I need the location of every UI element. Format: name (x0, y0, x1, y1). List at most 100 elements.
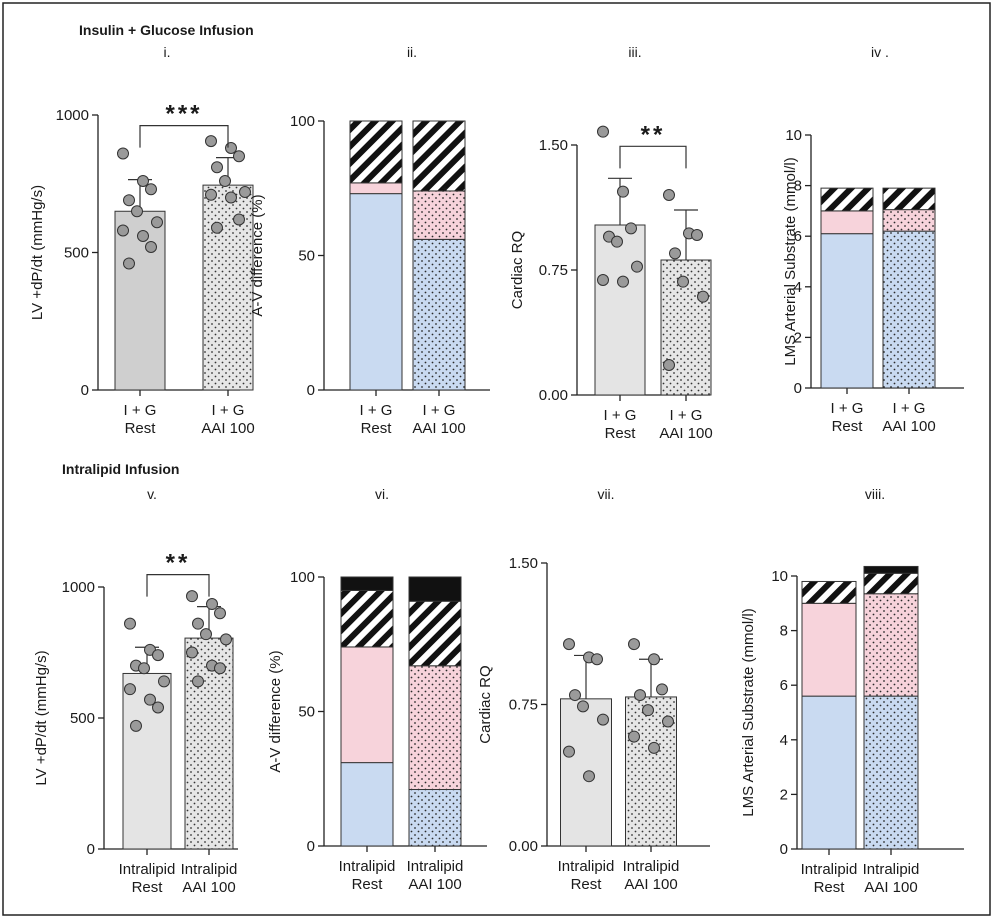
y-tick-label: 0 (780, 841, 788, 858)
x-tick-label: Intralipid (181, 861, 238, 878)
data-point (144, 693, 156, 706)
x-tick-label: Intralipid (863, 861, 920, 878)
data-point (656, 683, 668, 696)
y-axis-label: Cardiac RQ (509, 231, 526, 309)
data-point (205, 135, 217, 148)
data-point (642, 704, 654, 717)
panel-label: v. (147, 486, 157, 502)
data-point (123, 257, 135, 270)
data-point (117, 224, 129, 237)
data-point (137, 175, 149, 187)
y-axis-label: LMS Arterial Substrate (mmol/l) (740, 608, 757, 816)
x-tick-label: Intralipid (623, 858, 680, 875)
annotation: * (442, 184, 448, 201)
data-point (130, 719, 142, 732)
stacked-segment-pink (412, 190, 466, 240)
chart-iv: iv . 0 2 4 6 8 10 LMS Arterial Substrate (mmol/… (782, 44, 964, 435)
x-tick-label: AAI 100 (412, 420, 465, 437)
stacked-segment-pink (882, 209, 936, 232)
stacked-segment-blue (801, 695, 857, 850)
data-point (152, 649, 164, 662)
data-point (151, 216, 163, 229)
x-tick-label: I + G (670, 407, 703, 424)
panel-label: viii. (865, 486, 885, 502)
y-tick-label: 0.75 (539, 262, 568, 279)
data-point (663, 189, 675, 201)
data-point (137, 230, 149, 242)
y-tick-label: 1000 (56, 107, 89, 124)
data-point (152, 701, 164, 714)
y-tick-label: 10 (771, 568, 788, 585)
data-point (219, 175, 231, 187)
y-tick-label: 0 (307, 838, 315, 855)
bar (184, 637, 234, 850)
x-tick-label: Intralipid (558, 858, 615, 875)
data-point (186, 646, 198, 659)
panel-label: vi. (375, 486, 389, 502)
y-tick-label: 4 (794, 279, 802, 296)
data-point (625, 222, 637, 235)
stacked-segment-pink (408, 665, 462, 791)
data-point (192, 617, 204, 630)
x-tick-label: Rest (832, 418, 864, 435)
significance-stars: ** (166, 550, 191, 577)
data-point (131, 205, 143, 218)
stacked-segment-hatch (340, 589, 394, 648)
chart-viii: viii. 0 2 4 6 8 10 LMS Arterial Substrate (mmol… (740, 486, 964, 896)
data-point (211, 161, 223, 174)
x-tick-label: Rest (605, 425, 637, 442)
x-tick-label: I + G (893, 400, 926, 417)
x-tick-label: I + G (604, 407, 637, 424)
data-point (192, 675, 204, 688)
data-point (669, 247, 681, 260)
y-tick-label: 1000 (62, 579, 95, 596)
y-tick-label: 0.00 (539, 387, 568, 404)
data-point (200, 628, 212, 641)
data-point (597, 125, 609, 138)
y-tick-label: 2 (780, 786, 788, 803)
y-tick-label: 0 (87, 841, 95, 858)
stacked-segment-blue (340, 762, 394, 847)
section-title-insulin-glucose: Insulin + Glucose Infusion (79, 22, 254, 38)
x-tick-label: AAI 100 (624, 876, 677, 893)
data-point (214, 662, 226, 675)
data-point (569, 689, 581, 702)
x-tick-label: Rest (132, 879, 164, 896)
stacked-segment-hatch (820, 187, 874, 212)
stacked-segment-black (408, 576, 462, 602)
data-point (145, 183, 157, 196)
y-tick-label: 500 (64, 245, 89, 262)
data-point (186, 590, 198, 603)
data-point (239, 186, 251, 198)
stacked-segment-pink (863, 593, 919, 697)
data-point (220, 633, 232, 646)
stacked-segment-blue (863, 695, 919, 850)
significance-stars: ** (641, 121, 666, 148)
data-point (205, 188, 217, 201)
y-axis-label: LMS Arterial Substrate (mmol/l) (782, 157, 799, 365)
data-point (611, 235, 623, 248)
stacked-segment-hatch (801, 580, 857, 604)
y-tick-label: 100 (290, 569, 315, 586)
x-tick-label: AAI 100 (408, 876, 461, 893)
data-point (145, 241, 157, 253)
panel-label: ii. (407, 44, 417, 60)
data-point (233, 213, 245, 226)
data-point (697, 290, 709, 303)
y-tick-label: 6 (794, 228, 802, 245)
y-axis-label: A-V difference (%) (249, 194, 266, 316)
stacked-segment-hatch (349, 120, 403, 184)
data-point (206, 598, 218, 611)
stacked-segment-hatch (412, 120, 466, 192)
data-point (591, 653, 603, 666)
data-point (648, 741, 660, 754)
bar (594, 224, 646, 396)
x-tick-label: Intralipid (407, 858, 464, 875)
x-tick-label: Rest (361, 420, 393, 437)
x-tick-label: Intralipid (119, 861, 176, 878)
x-tick-label: AAI 100 (182, 879, 235, 896)
